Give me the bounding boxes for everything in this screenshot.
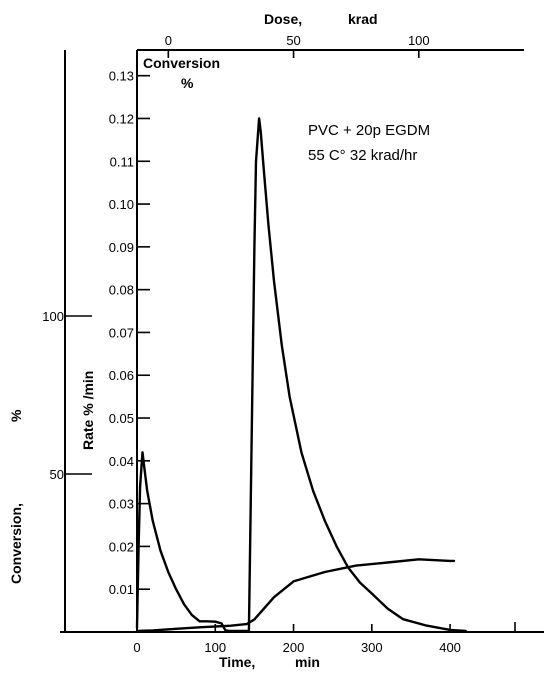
rate-tick-label-6: 0.07 [109,325,134,340]
rate-tick-label-1: 0.02 [109,539,134,554]
rate-tick-label-0: 0.01 [109,582,134,597]
annotation-line-1: PVC + 20p EGDM [308,122,430,139]
rate-tick-label-10: 0.11 [110,154,134,169]
rate-tick-label-9: 0.10 [109,197,134,212]
rate-tick-label-2: 0.03 [109,497,134,512]
x-axis-label: Time, [219,654,255,670]
left-axis-unit: % [8,409,24,422]
conversion-inner-unit: % [181,75,194,91]
dose-tick-label-2: 100 [408,33,430,48]
conversion-inner-title: Conversion [143,55,220,71]
x-tick-label-1: 100 [204,640,226,655]
x-tick-label-3: 300 [361,640,383,655]
rate-tick-label-5: 0.06 [109,368,134,383]
x-tick-label-4: 400 [439,640,461,655]
rate-tick-label-12: 0.13 [109,69,134,84]
rate-tick-label-11: 0.12 [109,111,134,126]
top-axis-unit: krad [348,11,378,27]
top-dose-ticks: 0 50 100 [165,33,430,58]
conversion-tick-label-1: 100 [42,309,64,324]
rate-axis-label: Rate % /min [80,371,96,450]
curves [135,117,467,633]
rate-tick-label-7: 0.08 [109,283,134,298]
rate-tick-label-4: 0.05 [109,411,134,426]
rate-curve [135,117,467,633]
top-axis-label: Dose, [264,11,302,27]
x-tick-label-0: 0 [133,640,140,655]
rate-tick-label-3: 0.04 [109,454,134,469]
dose-tick-label-0: 0 [165,33,172,48]
dose-tick-label-1: 50 [286,33,300,48]
x-ticks: 0 100 200 300 400 [133,622,516,655]
conversion-tick-label-0: 50 [50,467,64,482]
conversion-ticks: 50 100 [42,309,92,482]
rate-ticks: 0.01 0.02 0.03 0.04 0.05 0.06 0.07 0.08 0.09 0.10… [109,69,150,597]
rate-tick-label-8: 0.09 [109,240,134,255]
x-tick-label-2: 200 [283,640,305,655]
left-axis-label: Conversion, [8,503,24,584]
conversion-curve [135,558,456,633]
annotation-line-2: 55 C° 32 krad/hr [308,147,417,164]
x-axis-unit: min [295,654,320,670]
